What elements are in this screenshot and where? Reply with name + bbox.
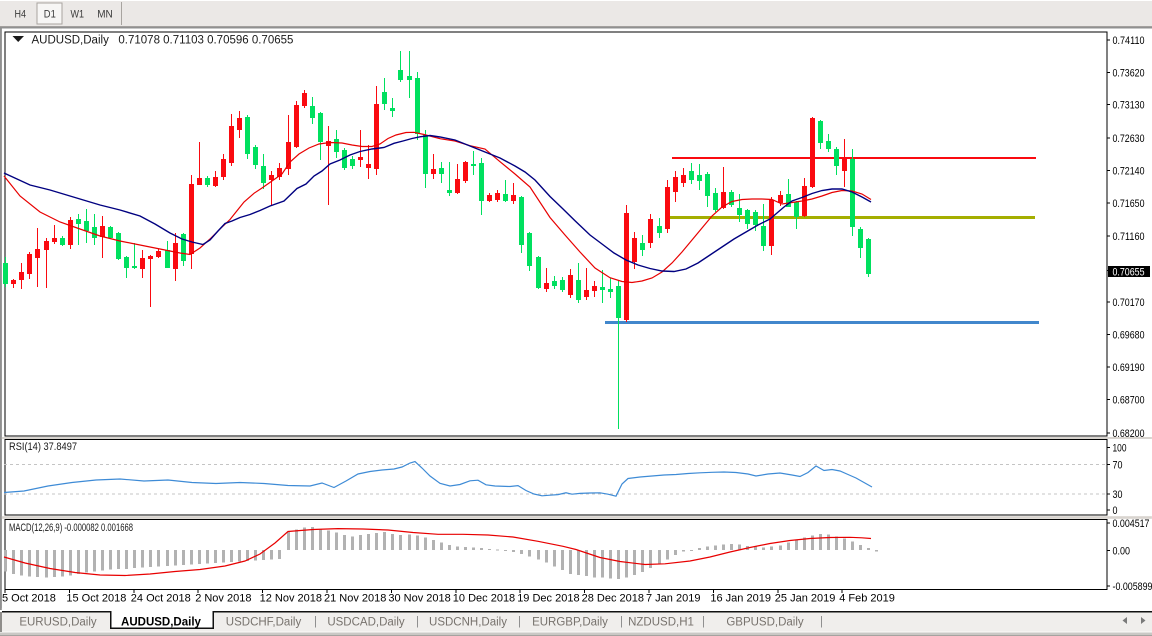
svg-text:0.70170: 0.70170 (1113, 297, 1145, 309)
svg-text:USDCNH,Daily: USDCNH,Daily (429, 617, 507, 629)
svg-text:AUDUSD,Daily: AUDUSD,Daily (121, 617, 201, 629)
svg-text:0.71160: 0.71160 (1113, 231, 1145, 243)
svg-text:0.73130: 0.73130 (1113, 100, 1145, 112)
svg-text:0.73620: 0.73620 (1113, 67, 1145, 79)
svg-text:|: | (820, 616, 823, 628)
svg-text:MN: MN (97, 9, 113, 21)
svg-text:19 Dec 2018: 19 Dec 2018 (517, 593, 579, 605)
svg-text:5 Oct 2018: 5 Oct 2018 (2, 593, 56, 605)
svg-text:D1: D1 (44, 9, 56, 21)
svg-text:H4: H4 (15, 9, 27, 21)
svg-text:USDCAD,Daily: USDCAD,Daily (327, 617, 405, 629)
svg-text:0.70655: 0.70655 (1113, 267, 1145, 279)
svg-text:0.004517: 0.004517 (1113, 518, 1150, 530)
svg-text:12 Nov 2018: 12 Nov 2018 (260, 593, 322, 605)
svg-text:EURGBP,Daily: EURGBP,Daily (532, 617, 608, 629)
svg-text:|: | (620, 616, 623, 628)
svg-text:AUDUSD,Daily 0.71078 0.71103: AUDUSD,Daily 0.71078 0.71103 0.70596 0.7… (32, 35, 294, 47)
svg-text:2 Nov 2018: 2 Nov 2018 (195, 593, 251, 605)
svg-text:10 Dec 2018: 10 Dec 2018 (453, 593, 515, 605)
svg-text:GBPUSD,Daily: GBPUSD,Daily (726, 617, 804, 629)
svg-text:0.69680: 0.69680 (1113, 329, 1145, 341)
svg-text:0.68200: 0.68200 (1113, 428, 1145, 440)
svg-text:28 Dec 2018: 28 Dec 2018 (582, 593, 644, 605)
svg-text:30: 30 (1113, 489, 1123, 501)
svg-text:30 Nov 2018: 30 Nov 2018 (388, 593, 450, 605)
svg-text:15 Oct 2018: 15 Oct 2018 (66, 593, 126, 605)
svg-text:0.74110: 0.74110 (1113, 35, 1145, 47)
svg-text:RSI(14) 37.8497: RSI(14) 37.8497 (9, 441, 77, 453)
svg-text:NZDUSD,H1: NZDUSD,H1 (628, 617, 694, 629)
svg-text:7 Jan 2019: 7 Jan 2019 (646, 593, 700, 605)
svg-text:0.68700: 0.68700 (1113, 395, 1145, 407)
svg-text:W1: W1 (71, 9, 85, 21)
svg-text:0.72140: 0.72140 (1113, 166, 1145, 178)
svg-text:24 Oct 2018: 24 Oct 2018 (131, 593, 191, 605)
svg-text:|: | (314, 616, 317, 628)
svg-text:4 Feb 2019: 4 Feb 2019 (839, 593, 895, 605)
svg-text:|: | (702, 616, 705, 628)
svg-text:EURUSD,Daily: EURUSD,Daily (19, 617, 97, 629)
svg-text:MACD(12,26,9) -0.000082 0.0016: MACD(12,26,9) -0.000082 0.001668 (9, 522, 133, 534)
svg-text:-0.005899: -0.005899 (1113, 581, 1152, 593)
svg-text:100: 100 (1113, 443, 1127, 455)
svg-text:25 Jan 2019: 25 Jan 2019 (775, 593, 836, 605)
svg-text:0.71650: 0.71650 (1113, 198, 1145, 210)
svg-text:0: 0 (1113, 505, 1118, 517)
svg-text:0.72630: 0.72630 (1113, 133, 1145, 145)
svg-text:0.69190: 0.69190 (1113, 362, 1145, 374)
svg-text:21 Nov 2018: 21 Nov 2018 (324, 593, 386, 605)
svg-text:0.00: 0.00 (1113, 546, 1131, 558)
svg-text:|: | (416, 616, 419, 628)
svg-text:16 Jan 2019: 16 Jan 2019 (710, 593, 771, 605)
svg-text:70: 70 (1113, 460, 1123, 472)
svg-text:USDCHF,Daily: USDCHF,Daily (226, 617, 302, 629)
svg-text:|: | (518, 616, 521, 628)
